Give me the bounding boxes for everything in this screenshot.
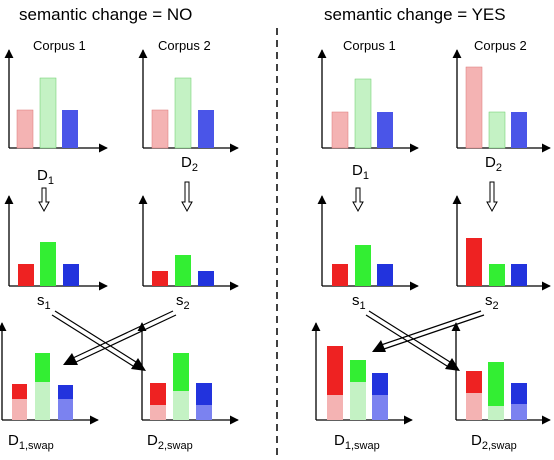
bar-green-light <box>173 391 189 420</box>
bar-green <box>488 111 506 149</box>
bar-green <box>35 353 50 382</box>
bar-blue <box>511 383 527 404</box>
bar-green <box>173 353 189 391</box>
right-down-arrow-2-icon <box>486 181 498 213</box>
bar-blue <box>63 264 79 286</box>
bar-green <box>40 242 56 286</box>
bar-blue <box>511 264 527 286</box>
left-corpus2-chart <box>138 49 239 153</box>
bar-blue-light <box>58 399 73 420</box>
left-d2swap-label: D2,swap <box>147 432 193 452</box>
bar-green <box>489 264 505 286</box>
bar-green <box>354 78 372 149</box>
bar-red-light <box>150 405 166 420</box>
right-corpus2-label: Corpus 2 <box>474 38 527 53</box>
bar-green-light <box>488 406 504 420</box>
left-s2-label: s2 <box>176 292 190 312</box>
left-swap2-chart <box>137 322 239 425</box>
bar-red <box>12 384 27 399</box>
bar-blue <box>58 385 73 399</box>
bar-green <box>174 77 192 149</box>
right-down-arrow-1-icon <box>352 187 364 213</box>
bar-green <box>39 77 57 149</box>
bar-red-light <box>12 399 27 420</box>
right-corpus1-label: Corpus 1 <box>343 38 396 53</box>
bar-red <box>16 109 34 149</box>
left-norm1-chart <box>4 195 108 291</box>
bar-red <box>466 371 482 393</box>
right-corpus1-chart <box>317 49 419 153</box>
bar-green-light <box>35 382 50 420</box>
bar-red-light <box>327 395 343 420</box>
bar-red <box>332 264 348 286</box>
left-swap-arrow-s2-to-d1 <box>63 310 177 365</box>
right-d2-label: D2 <box>485 154 502 174</box>
left-d1-label: D1 <box>37 167 54 187</box>
right-s1-label: s1 <box>352 292 366 312</box>
left-d1swap-label: D1,swap <box>8 432 54 452</box>
left-corpus1-label: Corpus 1 <box>33 38 86 53</box>
left-swap1-chart <box>0 322 99 425</box>
bar-green <box>175 255 191 286</box>
bar-blue-light <box>372 395 388 420</box>
right-d1swap-label: D1,swap <box>334 432 380 452</box>
bar-green <box>350 360 366 382</box>
bar-blue <box>372 373 388 395</box>
left-corpus1-chart <box>4 49 108 153</box>
bar-blue <box>198 110 214 148</box>
bar-blue <box>196 383 212 405</box>
right-header: semantic change = YES <box>324 5 506 24</box>
bar-blue <box>511 112 527 148</box>
bar-red-light <box>466 393 482 420</box>
bar-green-light <box>350 382 366 420</box>
right-corpus2-chart <box>452 49 551 153</box>
left-down-arrow-2-icon <box>181 181 193 213</box>
right-d1-label: D1 <box>352 162 369 182</box>
bar-red <box>327 346 343 395</box>
bar-blue <box>377 112 393 148</box>
bar-blue <box>198 271 214 286</box>
bar-green <box>488 362 504 406</box>
bar-blue <box>377 264 393 286</box>
left-s1-label: s1 <box>37 292 51 312</box>
bar-blue-light <box>511 404 527 420</box>
bar-red <box>152 271 168 286</box>
left-corpus2-label: Corpus 2 <box>158 38 211 53</box>
right-norm2-chart <box>452 195 551 291</box>
right-swap1-chart <box>311 322 413 425</box>
left-norm2-chart <box>138 195 239 291</box>
bar-red <box>331 111 349 149</box>
bar-red <box>466 238 482 286</box>
right-swap2-chart <box>451 322 551 425</box>
bar-blue <box>62 110 78 148</box>
bar-red <box>151 109 169 149</box>
bar-red <box>150 383 166 405</box>
bar-green <box>355 245 371 286</box>
bar-blue-light <box>196 405 212 420</box>
right-swap-arrow-s2-to-d1 <box>372 310 485 352</box>
left-d2-label: D2 <box>181 154 198 174</box>
left-down-arrow-1-icon <box>38 187 50 213</box>
bar-red <box>18 264 34 286</box>
left-header: semantic change = NO <box>19 5 192 24</box>
right-s2-label: s2 <box>485 292 499 312</box>
right-swap-arrow-s1-to-d2 <box>365 310 460 371</box>
right-d2swap-label: D2,swap <box>471 432 517 452</box>
right-norm1-chart <box>317 195 419 291</box>
bar-red <box>465 66 483 149</box>
